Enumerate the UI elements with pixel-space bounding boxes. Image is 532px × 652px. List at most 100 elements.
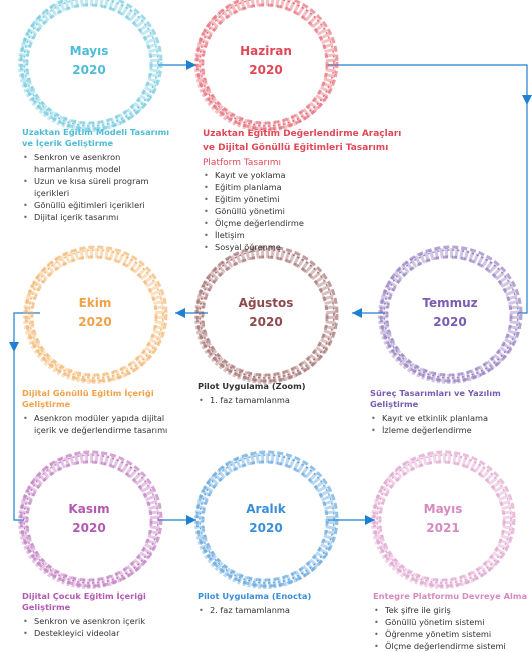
- crayon-ring: [18, 453, 160, 589]
- stage-2-list: Kayıt ve yoklama Eğitim planlama Eğitim …: [203, 169, 413, 253]
- crayon-ring: [372, 450, 516, 588]
- stage-2-subheading: Platform Tasarımı: [203, 158, 282, 168]
- list-item: Sosyal öğrenme: [203, 241, 413, 253]
- list-item: Kayıt ve yoklama: [203, 169, 413, 181]
- list-item: 2. faz tamamlanma: [198, 604, 348, 616]
- arrow-left-1: [352, 308, 362, 318]
- list-item: Tek şifre ile giriş: [373, 604, 528, 616]
- arrow-right-3: [365, 515, 375, 525]
- stage-6-heading: Dijital Çocuk Eğitim İçeriği Geliştirme: [22, 591, 146, 612]
- crayon-ring: [385, 255, 513, 377]
- crayon-ring: [18, 0, 160, 132]
- list-item: Senkron ve asenkron harmanlanmış model: [22, 151, 172, 175]
- crayon-ring: [199, 249, 335, 379]
- stage-8-list: Tek şifre ile giriş Gönüllü yönetim sist…: [373, 604, 528, 652]
- stage-1-month: Mayıs: [69, 44, 109, 58]
- crayon-ring: [19, 450, 163, 588]
- list-item: Eğitim planlama: [203, 181, 413, 193]
- list-item: Gönüllü yönetim sistemi: [373, 616, 528, 628]
- stage-1-label: Mayıs 2020: [44, 42, 134, 80]
- stage-6-details: Dijital Çocuk Eğitim İçeriği Geliştirme …: [22, 591, 182, 639]
- arrow-down-1: [522, 95, 532, 105]
- crayon-ring: [201, 3, 329, 125]
- stage-8-circle: [371, 450, 516, 589]
- timeline-arrows: [9, 60, 532, 525]
- connector-5-6: [13, 312, 40, 521]
- stage-7-list: 2. faz tamamlanma: [198, 604, 348, 616]
- crayon-ring: [194, 248, 336, 384]
- stage-3-circle: [378, 245, 523, 384]
- stage-5-circle: [23, 245, 168, 384]
- crayon-ring: [194, 453, 336, 589]
- stage-6-year: 2020: [72, 521, 106, 535]
- stage-4-month: Ağustos: [238, 296, 294, 310]
- stage-8-label: Mayıs 2021: [398, 500, 488, 538]
- stage-8-heading: Entegre Platformu Devreye Alma: [373, 591, 528, 601]
- stage-6-circle: [18, 450, 163, 589]
- arrow-right-1: [186, 60, 196, 70]
- list-item: Senkron ve asenkron içerik: [22, 615, 182, 627]
- crayon-ring: [201, 460, 329, 582]
- crayon-ring: [195, 245, 339, 383]
- stage-2-label: Haziran 2020: [221, 42, 311, 80]
- list-item: Destekleyici videolar: [22, 627, 182, 639]
- stage-7-label: Aralık 2020: [221, 500, 311, 538]
- crayon-ring: [195, 0, 339, 131]
- crayon-ring: [30, 255, 158, 377]
- stage-4-year: 2020: [249, 315, 283, 329]
- crayon-ring: [194, 0, 336, 132]
- stage-2-month: Haziran: [240, 44, 292, 58]
- stage-3-heading: Süreç Tasarımları ve Yazılım Geliştirme: [370, 388, 501, 409]
- stage-8-month: Mayıs: [423, 502, 463, 516]
- stage-4-heading: Pilot Uygulama (Zoom): [198, 381, 306, 391]
- stage-5-month: Ekim: [78, 296, 112, 310]
- list-item: Kayıt ve etkinlik planlama: [370, 412, 520, 424]
- crayon-ring: [378, 248, 520, 384]
- crayon-ring: [195, 450, 339, 588]
- connector-2-3: [328, 64, 528, 314]
- stage-1-heading: Uzaktan Eğitim Modeli Tasarımı ve İçerik…: [22, 127, 170, 148]
- stage-2-year: 2020: [249, 63, 283, 77]
- stage-4-list: 1. faz tamamlanma: [198, 394, 348, 406]
- list-item: Uzun ve kısa süreli program içerikleri: [22, 175, 172, 199]
- arrow-right-2: [186, 515, 196, 525]
- stage-3-year: 2020: [433, 315, 467, 329]
- stage-1-year: 2020: [72, 63, 106, 77]
- stage-3-list: Kayıt ve etkinlik planlama İzleme değerl…: [370, 412, 520, 436]
- stage-7-year: 2020: [249, 521, 283, 535]
- crayon-ring: [23, 0, 159, 127]
- stage-5-details: Dijital Gönüllü Eğitim İçeriği Geliştirm…: [22, 388, 182, 436]
- list-item: Asenkron modüler yapıda dijital içerik v…: [22, 412, 182, 436]
- stage-1-details: Uzaktan Eğitim Modeli Tasarımı ve İçerik…: [22, 127, 172, 223]
- crayon-ring: [201, 255, 329, 377]
- list-item: Ölçme değerlendirme sistemi: [373, 640, 528, 652]
- timeline-circles: [18, 0, 523, 589]
- stage-7-details: Pilot Uygulama (Enocta) 2. faz tamamlanm…: [198, 591, 348, 616]
- stage-8-year: 2021: [426, 521, 460, 535]
- crayon-ring: [25, 3, 153, 125]
- stage-7-month: Aralık: [246, 502, 286, 516]
- stage-2-details: Uzaktan Eğitim Değerlendirme Araçları ve…: [203, 127, 413, 253]
- crayon-ring: [379, 245, 523, 383]
- crayon-ring: [23, 248, 165, 384]
- stage-6-list: Senkron ve asenkron içerik Destekleyici …: [22, 615, 182, 639]
- list-item: Eğitim yönetimi: [203, 193, 413, 205]
- stage-5-heading: Dijital Gönüllü Eğitim İçeriği Geliştirm…: [22, 388, 154, 409]
- list-item: İletişim: [203, 229, 413, 241]
- crayon-ring: [376, 454, 512, 584]
- crayon-ring: [19, 0, 163, 131]
- crayon-ring: [199, 454, 335, 584]
- crayon-ring: [383, 249, 519, 379]
- stage-1-list: Senkron ve asenkron harmanlanmış model U…: [22, 151, 172, 223]
- list-item: Öğrenme yönetim sistemi: [373, 628, 528, 640]
- stage-3-details: Süreç Tasarımları ve Yazılım Geliştirme …: [370, 388, 520, 436]
- stage-6-label: Kasım 2020: [44, 500, 134, 538]
- crayon-ring: [199, 0, 335, 127]
- arrow-left-2: [175, 308, 185, 318]
- stage-2-heading: Uzaktan Eğitim Değerlendirme Araçları ve…: [203, 129, 402, 153]
- list-item: İzleme değerlendirme: [370, 424, 520, 436]
- stage-4-circle: [194, 245, 339, 384]
- list-item: Ölçme değerlendirme: [203, 217, 413, 229]
- crayon-ring: [371, 453, 513, 589]
